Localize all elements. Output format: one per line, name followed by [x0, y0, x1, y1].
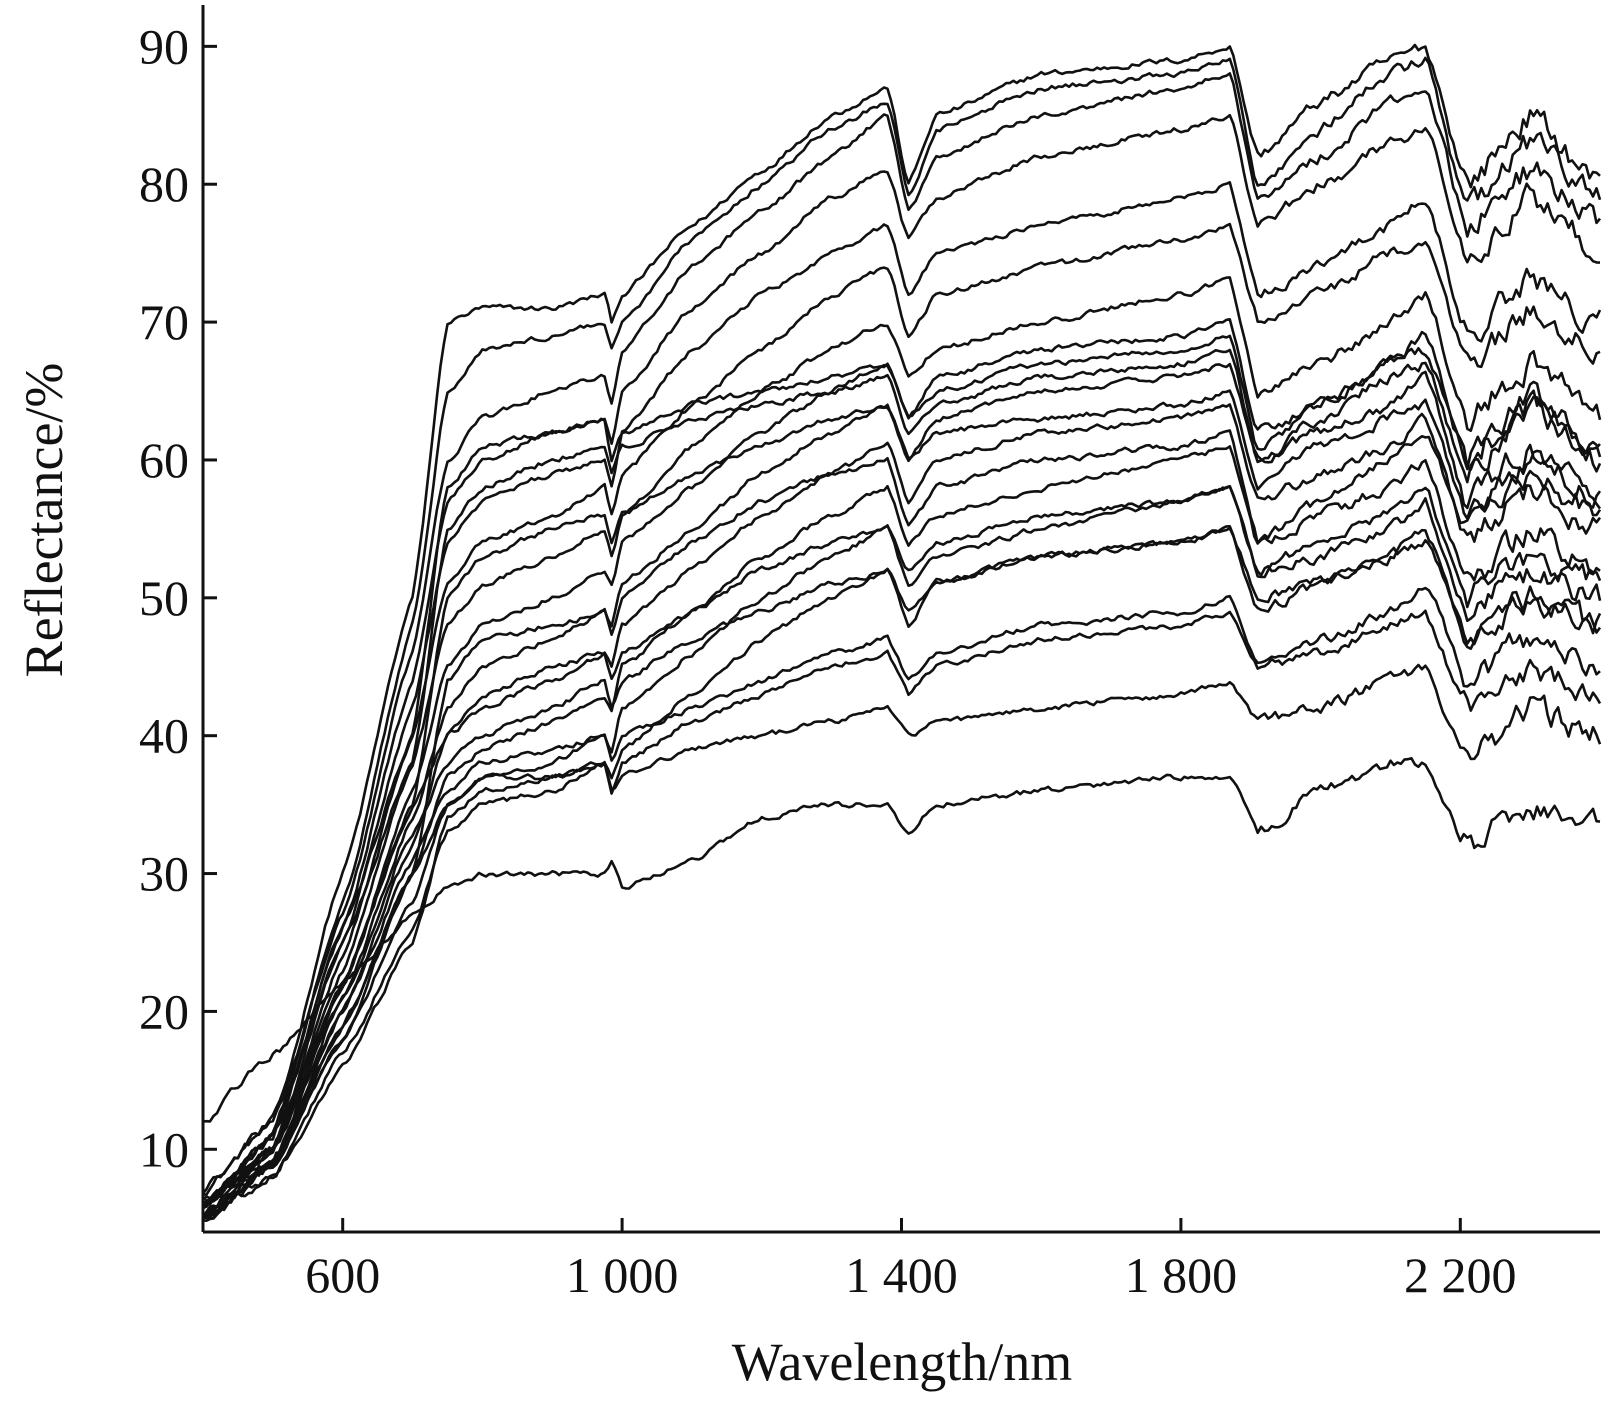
x-tick-label: 1 800	[1125, 1247, 1238, 1303]
spectrum-line	[202, 524, 1602, 1209]
y-tick-label: 40	[139, 708, 189, 764]
spectrum-line	[202, 181, 1602, 1208]
spectrum-line	[203, 43, 1601, 1196]
y-axis-title: Reflectance/%	[14, 363, 74, 678]
y-tick-label: 10	[139, 1121, 189, 1177]
y-tick-label: 70	[139, 294, 189, 350]
spectrum-line	[202, 348, 1602, 1207]
y-tick-label: 50	[139, 570, 189, 626]
y-tick-label: 30	[139, 846, 189, 902]
spectrum-line	[202, 663, 1602, 1222]
x-tick-label: 1 000	[566, 1247, 679, 1303]
spectrum-line	[201, 317, 1602, 1219]
spectrum-line	[201, 586, 1601, 1208]
y-axis-ticks: 10 20 30 40 50 60 70 80 90	[139, 18, 217, 1177]
spectrum-line	[202, 56, 1602, 1209]
x-axis-ticks: 600 1 000 1 400 1 800 2 200	[305, 1218, 1517, 1303]
series-layer	[201, 43, 1602, 1222]
spectrum-line	[201, 113, 1601, 1208]
spectrum-line	[202, 334, 1601, 1207]
y-tick-label: 80	[139, 156, 189, 212]
spectrum-line	[202, 756, 1601, 1123]
spectrum-line	[202, 445, 1601, 1218]
y-tick-label: 90	[139, 18, 189, 74]
spectrum-line	[202, 403, 1602, 1219]
spectrum-line	[201, 389, 1602, 1220]
spectrum-line	[202, 609, 1602, 1217]
spectrum-line	[201, 72, 1602, 1195]
x-tick-label: 2 200	[1404, 1247, 1517, 1303]
x-axis-title: Wavelength/nm	[732, 1332, 1073, 1392]
x-tick-label: 1 400	[845, 1247, 958, 1303]
x-tick-label: 600	[305, 1247, 380, 1303]
spectrum-line	[202, 485, 1602, 1220]
spectrum-line	[202, 484, 1602, 1210]
y-tick-label: 60	[139, 432, 189, 488]
spectrum-line	[202, 429, 1602, 1202]
y-tick-label: 20	[139, 983, 189, 1039]
spectrum-line	[202, 222, 1601, 1207]
